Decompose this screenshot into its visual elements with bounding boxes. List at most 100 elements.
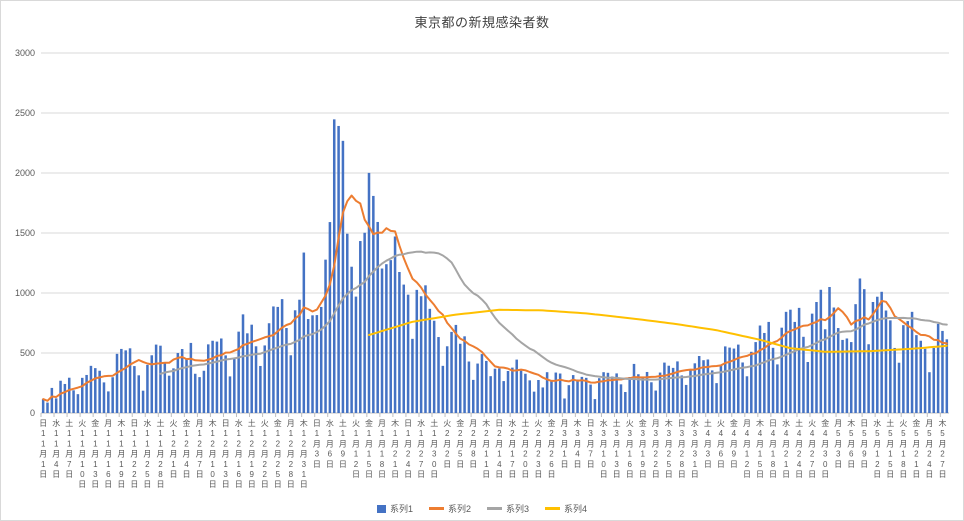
bar [67, 377, 71, 413]
bar [932, 347, 936, 413]
bar [450, 331, 453, 413]
bar [589, 384, 592, 413]
bar [576, 379, 579, 413]
series4-line-swatch-icon [545, 507, 561, 510]
chart-title: 東京都の新規感染者数 [414, 15, 550, 30]
bar [267, 323, 271, 413]
bar [663, 362, 666, 413]
bar [402, 284, 406, 413]
bar [715, 383, 718, 413]
bar [94, 368, 97, 413]
bar [611, 376, 614, 413]
bar [598, 378, 601, 413]
x-axis-labels: 日 1 1 月 1 日水 1 1 月 4 日土 1 1 月 7 日火 1 1 月 1 0 日金 1 1 月 1 3 日月 1 1 月 1 6 日木… [39, 418, 946, 489]
bar [849, 342, 853, 413]
bar [89, 365, 93, 413]
series2-line-swatch-icon [428, 507, 444, 510]
bar [506, 371, 510, 413]
bar [311, 315, 314, 413]
bar [424, 285, 427, 413]
legend-item-series4: 系列4 [545, 502, 587, 515]
bar [306, 319, 310, 413]
bar [671, 367, 675, 413]
bar [489, 376, 492, 413]
bar [154, 344, 158, 413]
bar [745, 376, 749, 413]
bar [624, 392, 627, 413]
bar [115, 353, 119, 413]
bar [133, 366, 136, 413]
bar [606, 372, 610, 413]
bar [815, 302, 818, 413]
bar [111, 377, 114, 413]
bar [689, 369, 692, 413]
bar [72, 390, 75, 413]
legend-label-series2: 系列2 [447, 504, 471, 514]
bar [563, 398, 566, 413]
bar [667, 365, 671, 413]
bar [710, 370, 714, 413]
bar [176, 353, 180, 413]
bar [693, 363, 697, 413]
bar [797, 307, 801, 413]
bar [141, 390, 145, 413]
bar [172, 368, 175, 413]
bar [632, 363, 636, 413]
bar [650, 382, 653, 413]
bar [167, 375, 171, 413]
bar [150, 355, 154, 413]
bar [732, 348, 736, 413]
bar [472, 379, 475, 413]
bar [763, 332, 766, 413]
bar [124, 350, 127, 413]
bar [519, 370, 523, 413]
bar [832, 307, 836, 413]
bar [398, 272, 401, 413]
bar [107, 391, 110, 413]
bar [46, 402, 49, 413]
bar [350, 266, 353, 413]
bar [163, 362, 167, 413]
line-series3 [159, 250, 948, 381]
y-axis-label: 0 [30, 408, 35, 418]
bar [328, 222, 332, 413]
bar [224, 355, 227, 413]
bar [910, 311, 914, 413]
bar [458, 343, 462, 413]
y-axis-label: 2500 [15, 108, 35, 118]
bar [810, 313, 814, 413]
bar [302, 252, 306, 413]
bar [319, 306, 323, 413]
bar [233, 357, 236, 413]
bar [480, 354, 484, 413]
bar [680, 375, 684, 413]
bar [463, 336, 466, 413]
bar [871, 302, 875, 413]
bar [241, 314, 245, 413]
bar [737, 344, 740, 413]
